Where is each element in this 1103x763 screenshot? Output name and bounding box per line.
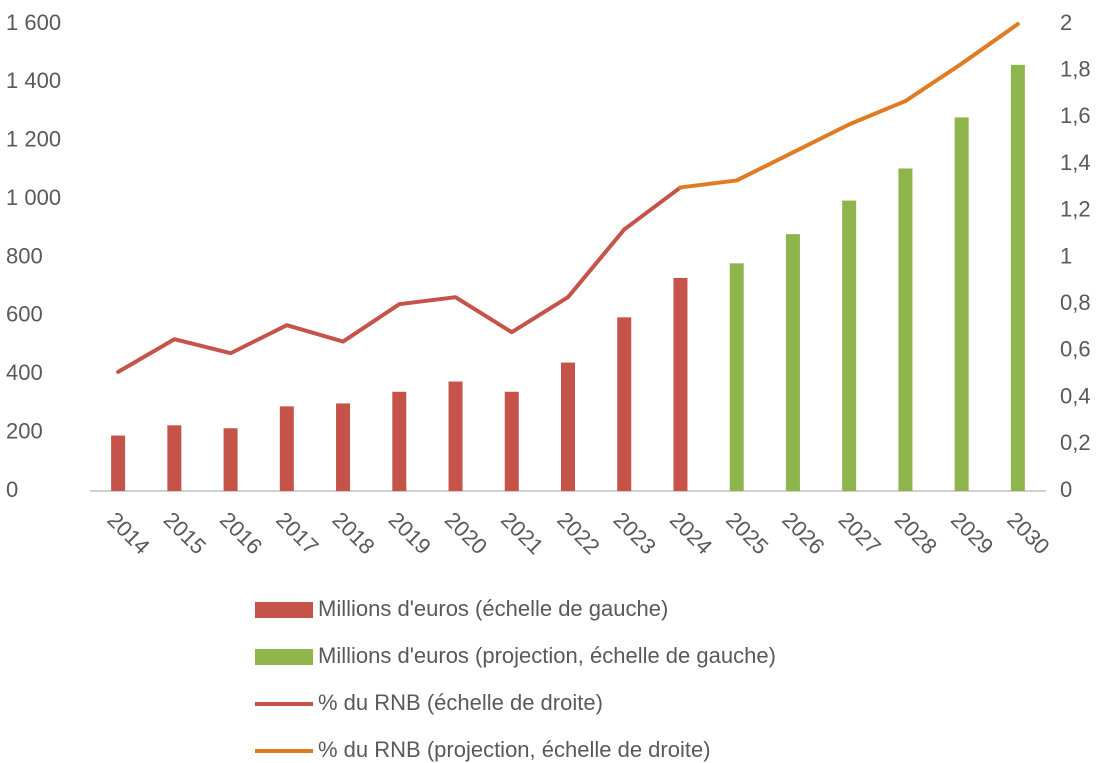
- bar: [561, 362, 575, 491]
- y2-tick-label: 2: [1060, 10, 1072, 35]
- bar: [954, 117, 969, 492]
- y2-tick-label: 0,8: [1060, 290, 1091, 315]
- bar: [898, 168, 913, 491]
- y2-tick-label: 1,8: [1060, 57, 1091, 82]
- x-tick-label: 2028: [890, 507, 942, 559]
- x-tick-label: 2026: [777, 507, 829, 559]
- y2-tick-label: 0,6: [1060, 337, 1091, 362]
- x-tick-label: 2019: [384, 507, 436, 559]
- y-tick-label: 1 600: [6, 10, 61, 35]
- legend-swatch: [255, 649, 313, 665]
- bar: [504, 391, 519, 491]
- y-tick-label: 1 200: [6, 127, 61, 152]
- bar: [1010, 64, 1025, 492]
- x-tick-label: 2017: [271, 507, 323, 559]
- y2-tick-label: 0: [1060, 477, 1072, 502]
- x-tick-label: 2018: [327, 507, 379, 559]
- x-tick-label: 2030: [1002, 507, 1054, 559]
- bar: [111, 435, 126, 491]
- y-tick-label: 200: [6, 418, 43, 443]
- legend-label: Millions d'euros (échelle de gauche): [318, 596, 668, 621]
- x-tick-label: 2015: [159, 507, 211, 559]
- x-tick-label: 2023: [609, 507, 661, 559]
- y2-tick-label: 1,4: [1060, 150, 1091, 175]
- x-tick-label: 2014: [102, 507, 154, 559]
- bar: [167, 425, 182, 491]
- legend-swatch: [255, 602, 313, 618]
- bar: [617, 317, 632, 491]
- y2-tick-label: 1,2: [1060, 197, 1091, 222]
- bar: [279, 406, 294, 491]
- legend-label: % du RNB (échelle de droite): [318, 690, 603, 715]
- y-tick-label: 1 400: [6, 68, 61, 93]
- bar: [785, 234, 800, 491]
- line: [116, 185, 683, 374]
- legend-label: % du RNB (projection, échelle de droite): [318, 737, 711, 762]
- bar: [448, 381, 463, 491]
- bar: [729, 263, 744, 491]
- bar: [392, 391, 407, 491]
- bar: [673, 277, 688, 491]
- y-tick-label: 400: [6, 360, 43, 385]
- x-tick-label: 2016: [215, 507, 267, 559]
- bar: [336, 403, 351, 491]
- y-tick-label: 1 000: [6, 185, 61, 210]
- y2-tick-label: 1: [1060, 243, 1072, 268]
- bar: [223, 428, 238, 491]
- y2-tick-label: 0,2: [1060, 430, 1091, 455]
- bar: [842, 200, 857, 491]
- y2-tick-label: 0,4: [1060, 383, 1091, 408]
- y-tick-label: 600: [6, 302, 43, 327]
- legend-label: Millions d'euros (projection, échelle de…: [318, 643, 776, 668]
- x-tick-label: 2022: [552, 507, 604, 559]
- line: [678, 22, 1020, 190]
- x-tick-label: 2024: [665, 507, 717, 559]
- y2-tick-label: 1,6: [1060, 103, 1091, 128]
- x-tick-label: 2020: [440, 507, 492, 559]
- x-tick-label: 2027: [834, 507, 886, 559]
- y-tick-label: 800: [6, 243, 43, 268]
- y-tick-label: 0: [6, 477, 18, 502]
- x-tick-label: 2025: [721, 507, 773, 559]
- x-tick-label: 2021: [496, 507, 548, 559]
- x-tick-label: 2029: [946, 507, 998, 559]
